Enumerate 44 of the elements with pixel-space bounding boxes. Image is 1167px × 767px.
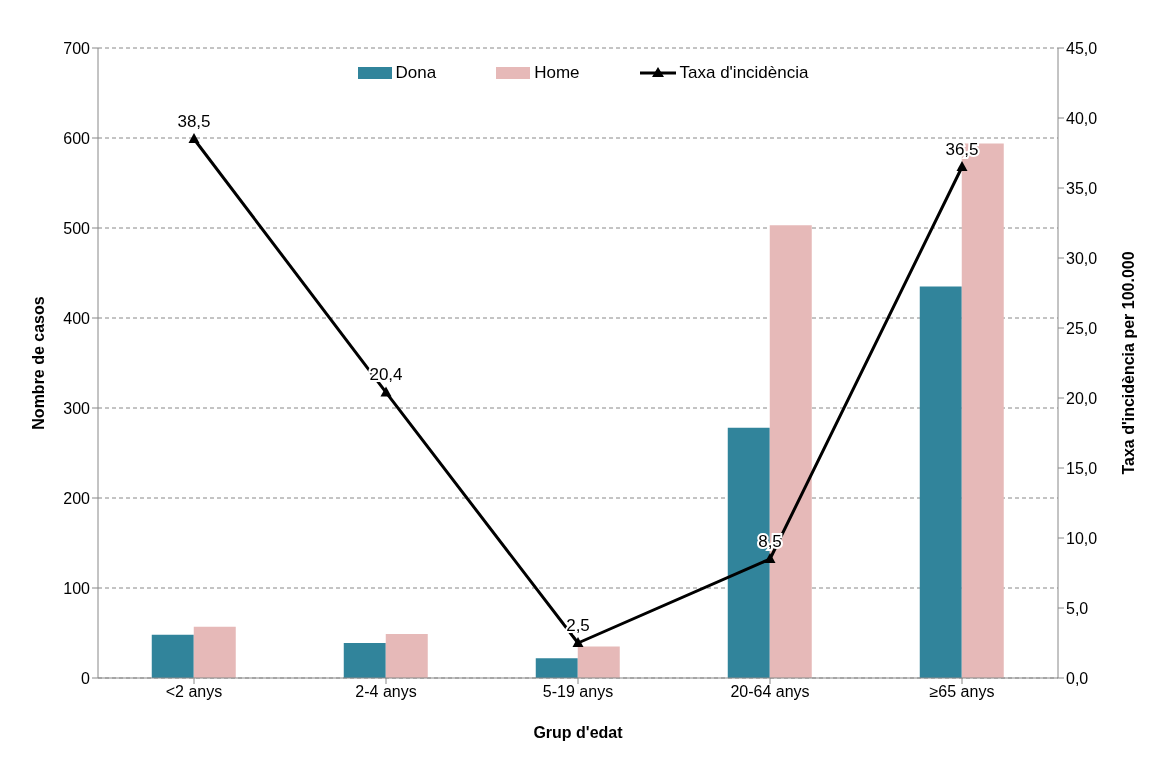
y2-tick-label: 45,0 (1066, 39, 1098, 57)
y2-tick-label: 10,0 (1066, 529, 1098, 547)
x-tick-label: 5-19 anys (542, 683, 614, 701)
y-tick-label: 200 (63, 489, 91, 507)
y-tick-label: 500 (63, 219, 91, 237)
bar (193, 626, 236, 678)
x-axis-title: Grup d'edat (533, 724, 624, 741)
point (188, 133, 200, 143)
y-tick-label: 700 (63, 39, 91, 57)
y2-tick-label: 30,0 (1066, 249, 1098, 267)
y2-tick-label: 15,0 (1066, 459, 1098, 477)
y2-tick-label: 20,0 (1066, 389, 1098, 407)
y-tick-label: 300 (63, 399, 91, 417)
y-tick-label: 600 (63, 129, 91, 147)
data-label: 2,5 (566, 616, 590, 635)
y-tick-label: 400 (63, 309, 91, 327)
x-tick-label: <2 anys (165, 683, 223, 701)
bar (151, 634, 194, 678)
y-tick-label: 0 (81, 669, 91, 687)
bar (577, 646, 620, 678)
x-tick-label: 20-64 anys (730, 683, 810, 701)
data-label: 38,5 (177, 112, 211, 131)
y-axis-title: Nombre de casos (29, 296, 47, 430)
bar (385, 633, 428, 678)
point (572, 637, 584, 647)
x-tick-label: ≥65 anys (929, 683, 995, 701)
y2-tick-label: 5,0 (1066, 599, 1089, 617)
point (956, 161, 968, 171)
point (380, 386, 392, 397)
bar (535, 658, 578, 678)
x-tick-label: 2-4 anys (355, 683, 417, 701)
y2-tick-label: 0,0 (1066, 669, 1089, 687)
y2-tick-label: 35,0 (1066, 179, 1098, 197)
legend-label: Dona (395, 63, 437, 83)
legend-label: Home (534, 63, 580, 83)
y2-axis-title: Taxa d'incidència per 100.000 (1119, 251, 1137, 475)
legend-label: Taxa d'incidència (679, 63, 809, 83)
y2-tick-label: 25,0 (1066, 319, 1098, 337)
bar (343, 642, 386, 678)
y2-tick-label: 40,0 (1066, 109, 1098, 127)
bar (919, 286, 962, 678)
point (764, 553, 776, 563)
y-tick-label: 100 (63, 579, 91, 597)
data-label: 36,5 (945, 140, 979, 159)
